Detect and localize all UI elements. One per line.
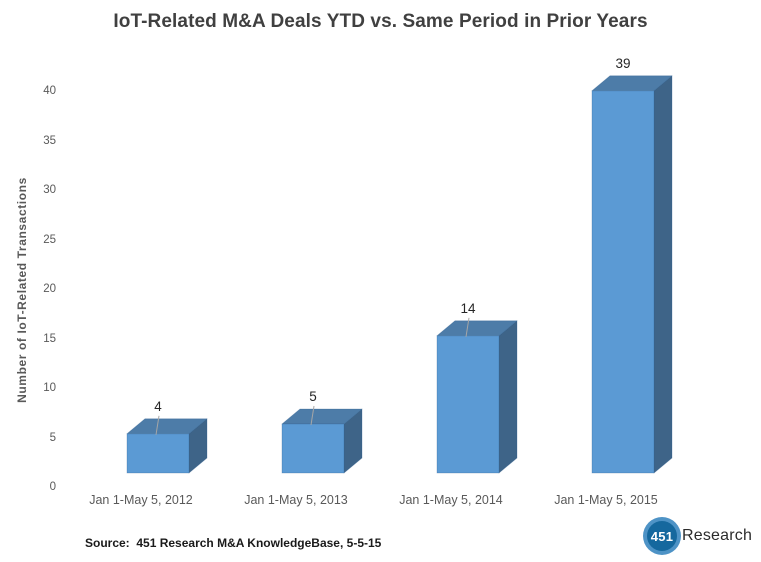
bar-front-face	[436, 335, 500, 474]
logo-451-circle: 451	[647, 521, 677, 551]
data-label-leader-line	[310, 405, 315, 426]
source-note: Source: 451 Research M&A KnowledgeBase, …	[85, 536, 382, 550]
x-axis-label: Jan 1-May 5, 2012	[89, 493, 193, 507]
x-axis-label: Jan 1-May 5, 2015	[554, 493, 658, 507]
y-tick-label: 25	[43, 233, 56, 246]
y-tick-label: 35	[43, 134, 56, 147]
bar-side-face	[653, 75, 673, 474]
brand-logo: 451 Research	[643, 517, 752, 555]
y-tick-label: 40	[43, 85, 56, 97]
x-axis-label: Jan 1-May 5, 2014	[399, 493, 503, 507]
data-label: 14	[460, 300, 476, 316]
x-axis-label: Jan 1-May 5, 2013	[244, 493, 348, 507]
bar-front-face	[281, 423, 345, 474]
logo-451-badge: 451	[643, 517, 681, 555]
data-label-leader-line	[155, 415, 160, 435]
y-tick-label: 20	[43, 283, 56, 295]
y-tick-label: 0	[49, 481, 56, 493]
data-label: 4	[154, 398, 162, 414]
logo-brand-name: Research	[682, 527, 753, 544]
data-label: 39	[615, 55, 631, 71]
bar-front-face	[126, 433, 190, 474]
bar-front-face	[591, 90, 655, 474]
y-tick-label: 30	[43, 184, 56, 196]
logo-circle-text: 451	[650, 528, 674, 544]
chart-title: IoT-Related M&A Deals YTD vs. Same Perio…	[113, 11, 648, 32]
y-tick-label: 10	[43, 382, 56, 394]
data-label-leader-line	[465, 317, 470, 337]
y-tick-label: 5	[49, 431, 56, 444]
bar-side-face	[498, 320, 518, 474]
data-label: 5	[309, 389, 317, 404]
y-tick-label: 15	[43, 332, 56, 345]
